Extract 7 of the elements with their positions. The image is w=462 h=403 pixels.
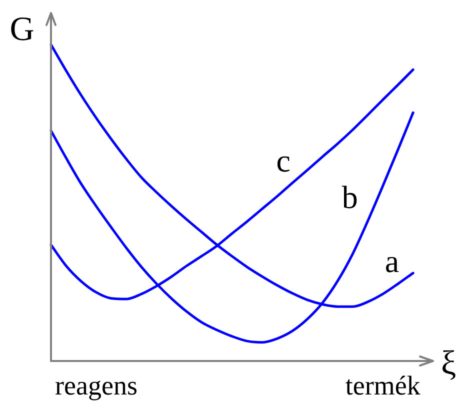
series-label: b bbox=[342, 179, 358, 216]
series-label: a bbox=[384, 243, 400, 280]
y-axis-title: G bbox=[10, 10, 34, 48]
x-tick-label: reagens bbox=[55, 370, 138, 401]
series-label: c bbox=[276, 142, 290, 179]
x-axis-title: ξ bbox=[441, 344, 456, 382]
x-tick-label: termék bbox=[345, 370, 421, 401]
